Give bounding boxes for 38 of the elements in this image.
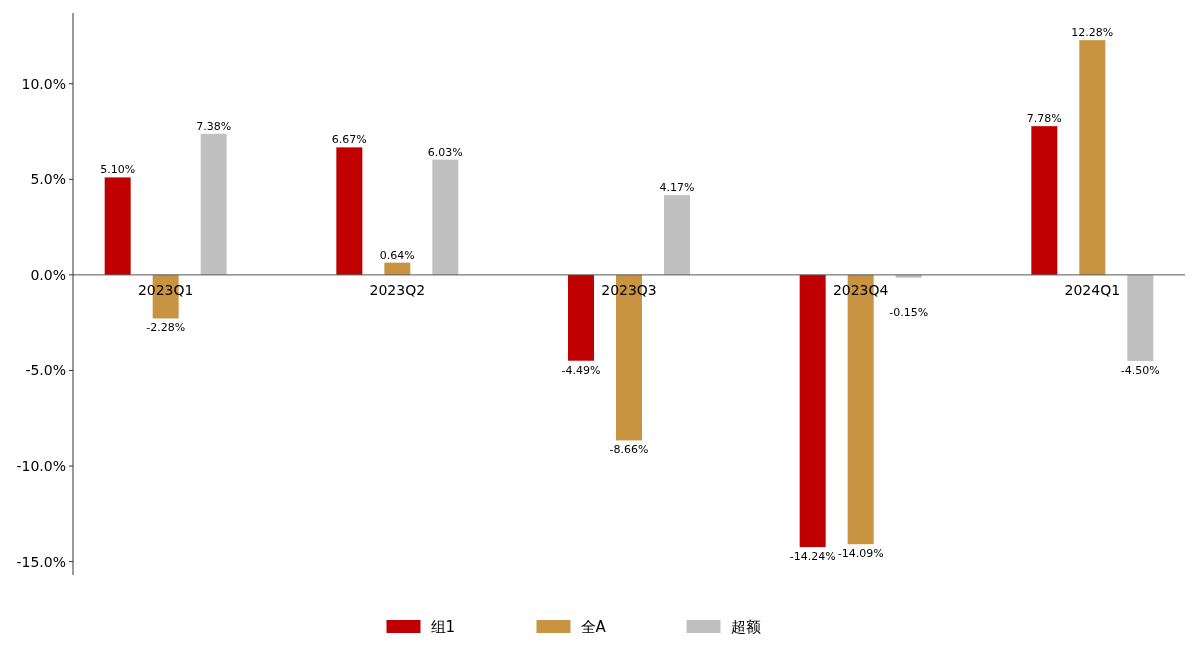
- legend-label: 组1: [430, 618, 456, 637]
- y-tick-label: 10.0%: [21, 75, 66, 92]
- x-tick-label: 2024Q1: [1064, 281, 1121, 298]
- data-label: 5.10%: [100, 163, 136, 177]
- data-label: 7.38%: [196, 119, 232, 133]
- data-label: 0.64%: [379, 248, 415, 262]
- legend-label: 超额: [730, 618, 761, 637]
- data-label: 6.67%: [331, 133, 367, 147]
- y-tick-label: -5.0%: [25, 362, 66, 379]
- data-label: -4.49%: [561, 363, 601, 377]
- bar: [336, 147, 363, 275]
- data-label: -0.15%: [889, 305, 929, 319]
- bar: [104, 177, 131, 275]
- bar: [432, 159, 459, 275]
- y-tick-label: 0.0%: [30, 266, 66, 283]
- y-tick-label: 5.0%: [30, 171, 66, 188]
- bar: [1079, 40, 1106, 275]
- data-label: 12.28%: [1071, 26, 1114, 40]
- y-tick-label: -15.0%: [16, 553, 66, 570]
- data-label: 4.17%: [659, 181, 695, 195]
- data-label: 7.78%: [1026, 112, 1062, 126]
- y-tick-label: -10.0%: [16, 457, 66, 474]
- bar: [568, 274, 594, 361]
- data-label: -8.66%: [609, 443, 649, 457]
- data-label: -4.50%: [1120, 363, 1160, 377]
- bar: [1127, 274, 1154, 361]
- bar: [1031, 126, 1058, 275]
- bar: [200, 133, 227, 275]
- bar: [799, 274, 826, 548]
- bar: [384, 262, 411, 275]
- data-label: -14.24%: [789, 550, 836, 564]
- x-tick-label: 2023Q1: [137, 281, 194, 298]
- legend-label: 全A: [580, 618, 607, 637]
- bar: [664, 195, 690, 275]
- data-label: -14.09%: [837, 547, 884, 561]
- x-tick-label: 2023Q2: [369, 281, 426, 298]
- data-label: -2.28%: [146, 321, 186, 335]
- data-label: 6.03%: [427, 145, 463, 159]
